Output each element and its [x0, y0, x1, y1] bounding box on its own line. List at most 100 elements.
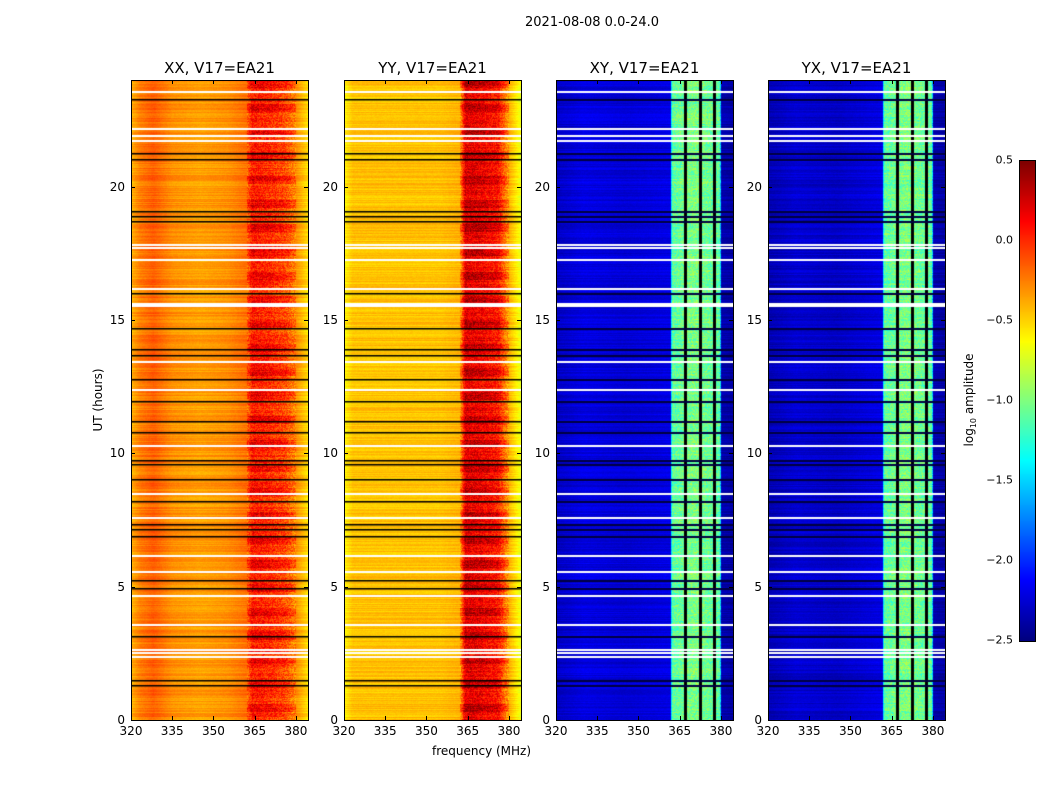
x-tick-mark — [385, 80, 387, 84]
y-tick-label: 5 — [542, 579, 550, 594]
x-tick-label: 380 — [921, 724, 945, 738]
x-tick-label: 365 — [880, 724, 904, 738]
y-tick-label: 20 — [534, 179, 550, 194]
y-tick-mark — [304, 186, 308, 188]
y-tick-mark — [344, 320, 348, 321]
y-tick-mark — [517, 586, 521, 588]
y-tick-mark — [768, 186, 772, 188]
x-tick-label: 335 — [797, 724, 821, 738]
x-tick-mark — [344, 716, 345, 720]
y-tick-mark — [768, 720, 772, 721]
x-tick-label: 335 — [585, 724, 609, 738]
y-tick-mark — [517, 320, 521, 321]
y-tick-mark — [941, 453, 945, 455]
x-tick-mark — [891, 716, 893, 720]
x-tick-mark — [131, 716, 132, 720]
x-axis-label: frequency (MHz) — [432, 744, 532, 758]
colorbar-tick-label: −0.5 — [986, 313, 1013, 327]
y-axis-label: UT (hours) — [91, 368, 105, 432]
y-tick-mark — [304, 453, 308, 455]
y-tick-label: 5 — [754, 579, 762, 594]
y-tick-mark — [344, 586, 348, 588]
y-tick-mark — [517, 720, 521, 721]
heatmap-2 — [556, 80, 733, 720]
x-tick-mark — [932, 716, 934, 720]
x-tick-mark — [597, 716, 599, 720]
y-tick-mark — [344, 453, 348, 455]
panel-axes-2 — [556, 80, 734, 721]
heatmap-0 — [131, 80, 308, 720]
y-tick-mark — [131, 186, 135, 188]
panel-title: YX, V17=EA21 — [801, 59, 912, 77]
y-tick-mark — [131, 720, 135, 721]
x-tick-mark — [213, 80, 215, 84]
y-tick-mark — [131, 586, 135, 588]
y-tick-label: 5 — [117, 579, 125, 594]
x-tick-mark — [809, 716, 811, 720]
x-tick-label: 365 — [668, 724, 692, 738]
panel-axes-1 — [344, 80, 522, 721]
x-tick-mark — [597, 80, 599, 84]
y-tick-mark — [304, 320, 308, 321]
y-tick-mark — [768, 586, 772, 588]
x-tick-label: 320 — [756, 724, 780, 738]
x-tick-mark — [508, 716, 510, 720]
y-tick-mark — [768, 453, 772, 455]
x-tick-mark — [556, 80, 557, 84]
x-tick-label: 380 — [709, 724, 733, 738]
y-tick-label: 0 — [542, 713, 550, 727]
heatmap-3 — [768, 80, 945, 720]
y-tick-mark — [941, 186, 945, 188]
panel-axes-0 — [131, 80, 309, 721]
y-tick-label: 0 — [330, 713, 338, 727]
x-tick-mark — [932, 80, 934, 84]
y-tick-mark — [729, 720, 733, 721]
x-tick-mark — [172, 716, 174, 720]
x-tick-mark — [467, 716, 469, 720]
y-tick-label: 20 — [322, 179, 338, 194]
y-tick-label: 10 — [534, 446, 550, 461]
x-tick-mark — [467, 80, 469, 84]
y-tick-mark — [729, 586, 733, 588]
x-tick-mark — [850, 716, 852, 720]
colorbar-tick-label: −2.0 — [986, 553, 1013, 567]
y-tick-mark — [556, 720, 560, 721]
panel-axes-3 — [768, 80, 946, 721]
heatmap-1 — [344, 80, 521, 720]
x-tick-label: 350 — [415, 724, 438, 738]
y-tick-mark — [556, 320, 560, 321]
x-tick-mark — [891, 80, 893, 84]
colorbar-tick-label: −1.0 — [986, 393, 1013, 407]
y-tick-mark — [344, 720, 348, 721]
y-tick-label: 20 — [109, 179, 125, 194]
y-tick-label: 0 — [117, 713, 125, 727]
y-tick-label: 10 — [109, 446, 125, 461]
x-tick-mark — [809, 80, 811, 84]
x-tick-mark — [850, 80, 852, 84]
y-tick-mark — [556, 586, 560, 588]
x-tick-mark — [295, 80, 297, 84]
x-tick-label: 350 — [202, 724, 225, 738]
x-tick-mark — [426, 80, 428, 84]
y-tick-mark — [729, 186, 733, 188]
y-tick-mark — [729, 453, 733, 455]
x-tick-mark — [638, 716, 640, 720]
y-tick-label: 10 — [322, 446, 338, 461]
y-tick-mark — [304, 586, 308, 588]
x-tick-mark — [720, 716, 722, 720]
x-tick-mark — [679, 716, 681, 720]
x-tick-mark — [213, 716, 215, 720]
x-tick-mark — [768, 716, 769, 720]
x-tick-label: 380 — [284, 724, 308, 738]
y-tick-mark — [729, 320, 733, 321]
x-tick-label: 365 — [456, 724, 480, 738]
x-tick-label: 320 — [332, 724, 356, 738]
y-tick-mark — [517, 186, 521, 188]
x-tick-mark — [720, 80, 722, 84]
y-tick-mark — [941, 320, 945, 321]
x-tick-mark — [131, 80, 132, 84]
x-tick-label: 335 — [160, 724, 184, 738]
x-tick-label: 380 — [497, 724, 521, 738]
y-tick-mark — [517, 453, 521, 455]
